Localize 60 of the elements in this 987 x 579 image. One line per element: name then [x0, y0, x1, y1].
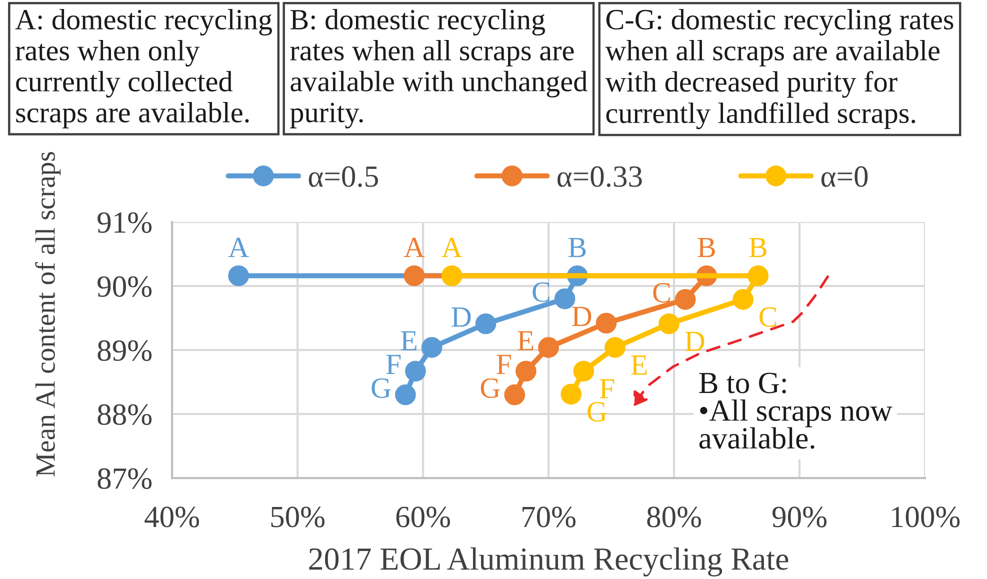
point	[475, 313, 496, 334]
point	[538, 337, 559, 358]
point	[395, 384, 416, 406]
point	[560, 384, 582, 405]
data-label: A	[442, 238, 462, 258]
point	[748, 265, 769, 286]
y-tick-label: 87%	[98, 468, 152, 490]
data-label: B	[749, 238, 766, 258]
point	[516, 360, 536, 382]
data-label: E	[400, 331, 416, 350]
legend-label: α=0.5	[308, 166, 378, 188]
data-label: A	[228, 238, 249, 258]
legend-label: α=0.33	[558, 166, 642, 188]
point	[658, 313, 680, 334]
x-tick-label: 80%	[647, 506, 701, 528]
data-label: C	[532, 282, 550, 302]
y-tick-label: 89%	[98, 340, 152, 362]
data-label: F	[496, 354, 511, 374]
point	[674, 289, 696, 310]
data-label: G	[372, 378, 391, 398]
legend-label: α=0	[821, 166, 868, 187]
x-tick-label: 50%	[271, 506, 324, 528]
data-label: G	[588, 402, 607, 422]
y-tick-label: 90%	[98, 276, 152, 297]
data-label: E	[631, 356, 647, 375]
point	[604, 337, 626, 358]
annotation: B to G: •All scraps now available.	[699, 372, 892, 449]
text: C-G: domestic recycling rates when all scraps are available with decreased purity for currently landfilled scraps.	[605, 9, 954, 130]
point	[596, 312, 617, 334]
x-tick-label: 40%	[144, 506, 199, 528]
x-tick-label: 90%	[772, 506, 826, 528]
point	[732, 289, 754, 310]
y-tick-label: 88%	[98, 404, 152, 426]
x-axis-title: 2017 EOL Aluminum Recycling Rate	[309, 547, 788, 576]
point	[228, 265, 249, 286]
point	[404, 265, 425, 286]
data-label: D	[572, 306, 592, 326]
data-label: D	[685, 332, 704, 352]
point	[421, 337, 442, 358]
point	[573, 360, 594, 382]
point	[405, 360, 426, 382]
data-label: C	[653, 282, 670, 303]
data-label: E	[518, 331, 534, 350]
x-tick-label: 60%	[396, 506, 450, 528]
y-tick-label: 91%	[98, 212, 152, 233]
point	[504, 384, 526, 406]
data-label: F	[600, 379, 614, 398]
data-label: C	[760, 307, 776, 327]
data-label: B	[698, 238, 715, 258]
data-label: G	[480, 378, 500, 398]
data-label: A	[404, 238, 425, 258]
x-tick-label: 70%	[522, 506, 576, 528]
data-label: D	[452, 308, 471, 327]
text: A: domestic recycling rates when only currently collected scraps are available.	[15, 9, 272, 128]
point	[441, 265, 462, 286]
data-label: B	[568, 238, 586, 258]
data-label: F	[386, 354, 401, 374]
y-axis-title: Mean Al content of all scraps	[35, 152, 61, 477]
x-tick-label: 100%	[892, 506, 960, 528]
text: B: domestic recycling rates when all scraps are available with unchanged purity.	[290, 9, 588, 128]
